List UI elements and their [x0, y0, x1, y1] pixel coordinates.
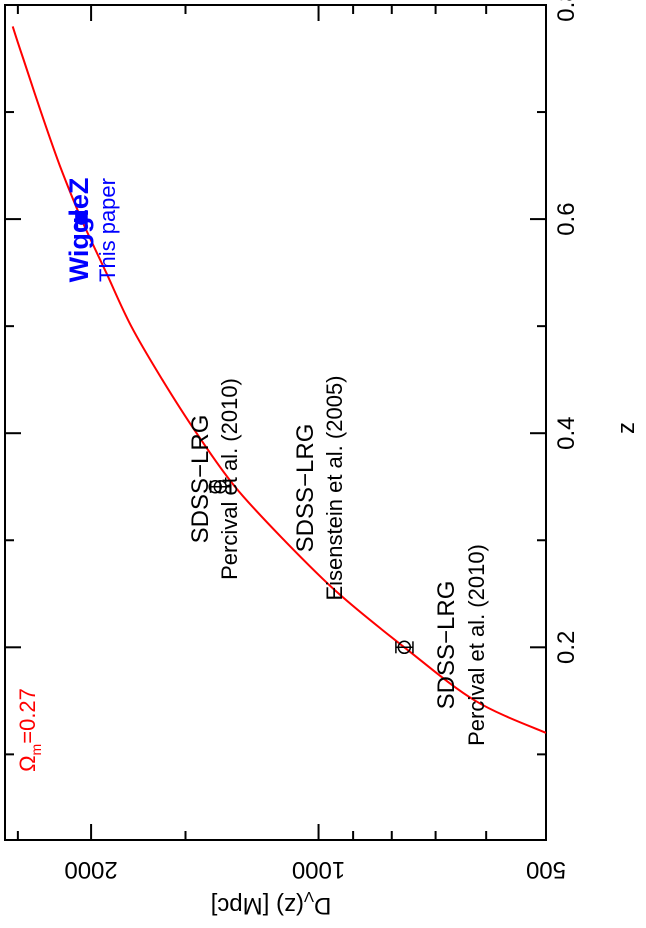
y-axis-label: DV(z) [Mpc] — [211, 888, 332, 919]
x-tick-label: 0.4 — [553, 417, 580, 450]
y-tick-label: 2000 — [64, 856, 117, 883]
annotation-sdss-020-percival-name: SDSS−LRG — [433, 581, 460, 710]
data-point-series0-0 — [395, 640, 414, 655]
data-points-layer — [75, 210, 414, 655]
y-tick-label: 1000 — [292, 856, 345, 883]
annotation-sdss-035-eisenstein: SDSS−LRG Eisenstein et al. (2005) — [292, 375, 347, 600]
annotation-wigglez-name: WiggleZ — [64, 178, 94, 283]
annotation-sdss-035-percival-note: Percival et al. (2010) — [217, 378, 242, 580]
omega-m-label: Ωm=0.27 — [15, 688, 44, 772]
axis-ticks — [5, 4, 547, 840]
x-tick-label: 0.2 — [553, 631, 580, 664]
annotation-sdss-035-percival-name: SDSS−LRG — [187, 415, 214, 544]
annotation-sdss-020-percival-note: Percival et al. (2010) — [464, 544, 489, 746]
data-point-marker — [397, 640, 412, 655]
plot-frame — [4, 4, 547, 841]
data-point-series0-2 — [208, 479, 222, 494]
x-tick-label: 0.6 — [553, 202, 580, 235]
data-point-series1-0 — [75, 210, 88, 229]
y-tick-label: 500 — [526, 856, 566, 883]
annotation-sdss-035-percival: SDSS−LRG Percival et al. (2010) — [187, 378, 242, 580]
data-point-marker — [208, 479, 222, 494]
data-point-marker — [75, 213, 88, 225]
x-axis-label: z — [613, 422, 640, 434]
annotation-sdss-020-percival: SDSS−LRG Percival et al. (2010) — [433, 544, 489, 746]
annotation-wigglez: WiggleZ This paper — [64, 178, 120, 283]
x-tick-label: 0.8 — [553, 0, 580, 22]
annotation-sdss-035-eisenstein-note: Eisenstein et al. (2005) — [322, 375, 347, 600]
annotation-sdss-035-eisenstein-name: SDSS−LRG — [292, 424, 319, 553]
tick-labels: 0.2 0.4 0.6 0.8 500 1000 2000 — [64, 0, 580, 883]
annotation-wigglez-note: This paper — [95, 178, 120, 282]
